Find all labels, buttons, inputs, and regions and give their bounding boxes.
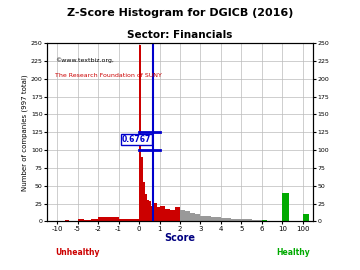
Bar <box>185 211 190 221</box>
Bar <box>303 214 309 221</box>
Text: Healthy: Healthy <box>276 248 310 258</box>
Bar <box>147 200 149 221</box>
Bar <box>262 220 267 221</box>
Bar <box>175 207 180 221</box>
Bar <box>129 219 139 221</box>
Bar <box>190 213 195 221</box>
Text: ©www.textbiz.org,: ©www.textbiz.org, <box>55 58 114 63</box>
Bar <box>159 206 165 221</box>
Bar <box>283 193 289 221</box>
Bar <box>165 208 170 221</box>
Bar <box>151 206 153 221</box>
Bar <box>231 218 242 221</box>
X-axis label: Score: Score <box>165 233 195 243</box>
Bar <box>139 45 141 221</box>
Text: Sector: Financials: Sector: Financials <box>127 30 233 40</box>
Bar <box>91 219 98 221</box>
Bar <box>143 182 145 221</box>
Bar <box>242 219 252 221</box>
Bar <box>77 218 84 221</box>
Bar <box>145 194 147 221</box>
Bar <box>141 157 143 221</box>
Bar <box>98 217 118 221</box>
Y-axis label: Number of companies (997 total): Number of companies (997 total) <box>22 74 28 191</box>
Bar <box>153 203 156 221</box>
Bar <box>149 201 151 221</box>
Bar <box>118 218 129 221</box>
Bar <box>84 220 91 221</box>
Bar <box>201 216 211 221</box>
Bar <box>170 210 175 221</box>
Bar <box>221 218 231 221</box>
Bar <box>65 220 69 221</box>
Bar <box>157 207 159 221</box>
Bar <box>252 220 262 221</box>
Bar <box>156 203 157 221</box>
Text: Z-Score Histogram for DGICB (2016): Z-Score Histogram for DGICB (2016) <box>67 8 293 18</box>
Text: 0.6767: 0.6767 <box>122 135 151 144</box>
Bar <box>195 214 201 221</box>
Text: The Research Foundation of SUNY: The Research Foundation of SUNY <box>55 73 162 79</box>
Bar <box>180 210 185 221</box>
Text: Unhealthy: Unhealthy <box>55 248 100 258</box>
Bar <box>211 217 221 221</box>
